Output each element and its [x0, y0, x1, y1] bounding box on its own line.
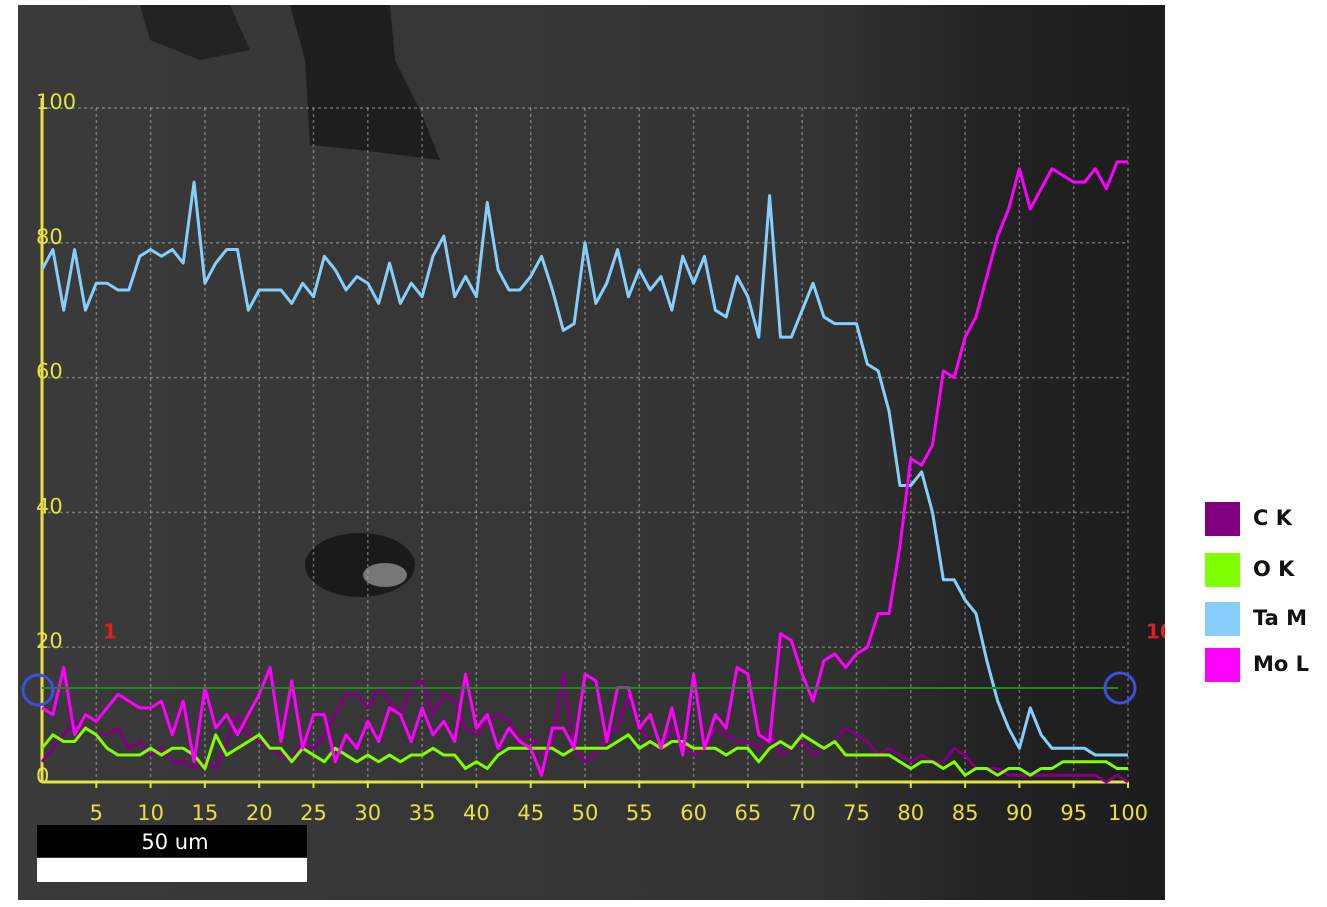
legend-swatch: [1205, 602, 1240, 636]
y-tick-label: 60: [36, 360, 63, 384]
x-tick-label: 15: [192, 801, 219, 825]
x-tick-label: 90: [1006, 801, 1033, 825]
scan-end-label: 10: [1146, 620, 1174, 644]
scale-bar-label: 50 um: [141, 830, 208, 854]
legend-swatch: [1205, 553, 1240, 587]
x-tick-label: 5: [90, 801, 103, 825]
scale-bar: [37, 858, 307, 882]
scan-start-label: 1: [103, 620, 117, 644]
legend-swatch: [1205, 648, 1240, 682]
x-tick-label: 35: [409, 801, 436, 825]
chart: 0204060801005101520253035404550556065707…: [0, 0, 1327, 903]
x-tick-label: 100: [1108, 801, 1148, 825]
x-tick-label: 95: [1060, 801, 1087, 825]
y-tick-label: 40: [36, 494, 63, 518]
legend-label: O K: [1253, 557, 1295, 581]
y-tick-label: 80: [36, 225, 63, 249]
x-tick-label: 85: [952, 801, 979, 825]
x-tick-label: 45: [517, 801, 544, 825]
legend: C K O K Ta M Mo L: [1205, 502, 1309, 682]
legend-swatch: [1205, 502, 1240, 536]
x-tick-label: 40: [463, 801, 490, 825]
micrograph: 0204060801005101520253035404550556065707…: [18, 5, 1174, 900]
x-tick-label: 75: [843, 801, 870, 825]
x-tick-label: 55: [626, 801, 653, 825]
x-tick-label: 80: [897, 801, 924, 825]
x-tick-label: 60: [680, 801, 707, 825]
x-tick-label: 65: [735, 801, 762, 825]
legend-label: Mo L: [1253, 652, 1309, 676]
x-tick-label: 50: [572, 801, 599, 825]
x-tick-label: 25: [300, 801, 327, 825]
surface-feature: [363, 563, 407, 587]
x-tick-label: 70: [789, 801, 816, 825]
x-tick-label: 30: [354, 801, 381, 825]
surface-feature: [305, 533, 415, 597]
y-tick-label: 20: [36, 629, 63, 653]
legend-label: Ta M: [1253, 606, 1307, 630]
x-tick-label: 20: [246, 801, 273, 825]
x-tick-label: 10: [137, 801, 164, 825]
legend-label: C K: [1253, 506, 1293, 530]
